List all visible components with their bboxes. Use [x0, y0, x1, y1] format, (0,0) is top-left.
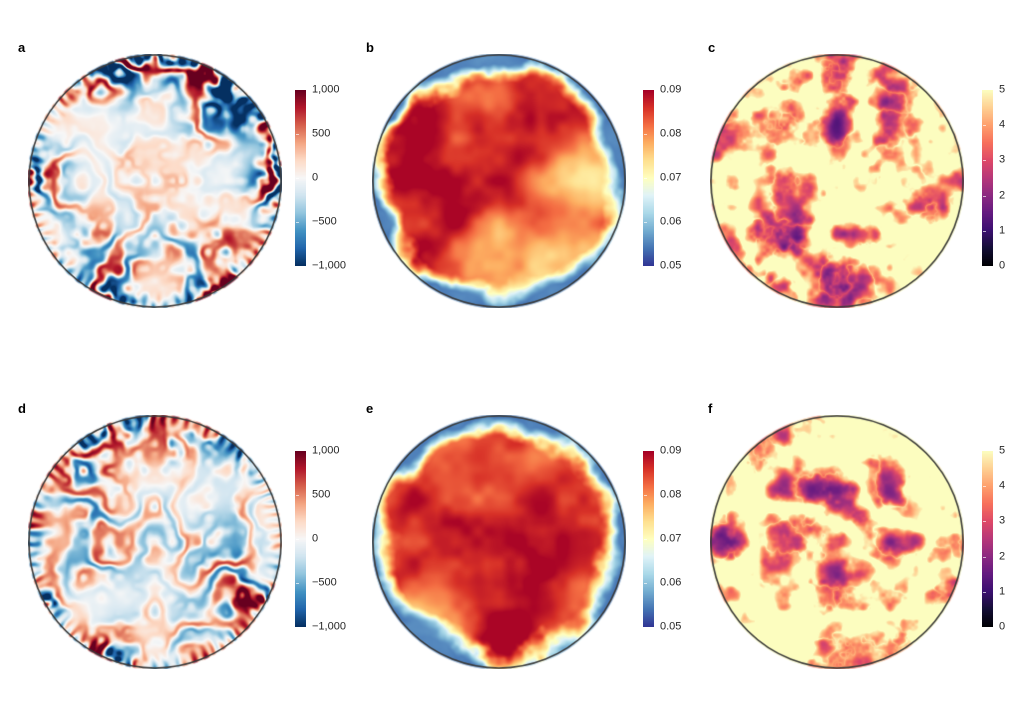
colorbar-ticks: 5 4 3 2 1 0	[982, 445, 1024, 632]
colorbar: 5 4 3 2 1 0	[982, 445, 1024, 632]
colorbar-tick-mark	[644, 134, 647, 135]
heatmap-disk	[372, 54, 626, 308]
colorbar-tick-label: 0	[312, 532, 319, 545]
panel-a: a 1,000 500 0 −500 −1,000	[18, 40, 368, 340]
panel-e: e 0.09 0.08 0.07 0.06 0.05	[366, 401, 716, 701]
colorbar-tick-label: 4	[999, 479, 1006, 492]
panel-b: b 0.09 0.08 0.07 0.06 0.05	[366, 40, 716, 340]
colorbar-tick-label: 0.09	[660, 444, 682, 457]
colorbar-tick-mark	[983, 556, 986, 558]
panel-f: f 5 4 3 2 1 0	[708, 401, 1024, 701]
colorbar-tick-mark	[644, 583, 647, 584]
colorbar-ticks: 0.09 0.08 0.07 0.06 0.05	[643, 84, 715, 271]
colorbar-tick-label: 0.06	[660, 576, 682, 589]
colorbar-tick-label: 1	[999, 224, 1006, 237]
colorbar-ticks: 5 4 3 2 1 0	[982, 84, 1024, 271]
colorbar-tick-mark	[296, 495, 299, 496]
panel-letter: e	[366, 401, 374, 416]
colorbar-gradient	[982, 90, 993, 266]
colorbar-tick-mark	[296, 583, 299, 584]
colorbar: 5 4 3 2 1 0	[982, 84, 1024, 271]
colorbar-tick-mark	[296, 539, 299, 540]
colorbar-tick-label: 4	[999, 118, 1006, 131]
heatmap-disk	[372, 415, 626, 669]
colorbar-tick-label: 0.08	[660, 488, 682, 501]
colorbar: 0.09 0.08 0.07 0.06 0.05	[643, 445, 715, 632]
colorbar-tick-label: 0.06	[660, 215, 682, 228]
colorbar-tick-mark	[296, 222, 299, 223]
colorbar-tick-label: 3	[999, 153, 1006, 166]
colorbar-tick-label: 0	[999, 259, 1006, 272]
colorbar-tick-mark	[296, 134, 299, 135]
colorbar-tick-label: 500	[312, 488, 331, 501]
heatmap-disk	[710, 54, 964, 308]
colorbar-gradient	[982, 451, 993, 627]
colorbar-tick-mark	[296, 178, 299, 179]
colorbar-tick-label: 0.05	[660, 620, 682, 633]
colorbar-ticks: 0.09 0.08 0.07 0.06 0.05	[643, 445, 715, 632]
colorbar-tick-label: 500	[312, 127, 331, 140]
colorbar-tick-mark	[644, 539, 647, 540]
colorbar-ticks: 1,000 500 0 −500 −1,000	[295, 445, 367, 632]
colorbar-tick-label: −1,000	[312, 620, 346, 633]
colorbar-tick-mark	[644, 495, 647, 496]
colorbar-tick-label: 0.08	[660, 127, 682, 140]
heatmap-disk	[28, 54, 282, 308]
colorbar-gradient	[643, 451, 654, 627]
panel-c: c 5 4 3 2 1 0	[708, 40, 1024, 340]
colorbar-tick-label: 5	[999, 83, 1006, 96]
colorbar-tick-mark	[983, 125, 986, 127]
colorbar-tick-label: 1	[999, 585, 1006, 598]
panel-letter: a	[18, 40, 26, 55]
panel-d: d 1,000 500 0 −500 −1,000	[18, 401, 368, 701]
colorbar-tick-label: 0	[312, 171, 319, 184]
colorbar-tick-label: 1,000	[312, 83, 340, 96]
colorbar-tick-label: 1,000	[312, 444, 340, 457]
panel-letter: f	[708, 401, 713, 416]
colorbar-tick-label: 0.09	[660, 83, 682, 96]
colorbar-tick-label: 0.07	[660, 532, 682, 545]
colorbar-tick-label: −500	[312, 576, 337, 589]
colorbar-tick-mark	[644, 178, 647, 179]
panel-letter: d	[18, 401, 27, 416]
colorbar-tick-label: 2	[999, 550, 1006, 563]
colorbar-tick-mark	[983, 195, 986, 197]
colorbar-gradient	[295, 90, 306, 266]
colorbar-tick-label: 3	[999, 514, 1006, 527]
colorbar: 0.09 0.08 0.07 0.06 0.05	[643, 84, 715, 271]
colorbar-gradient	[643, 90, 654, 266]
colorbar: 1,000 500 0 −500 −1,000	[295, 445, 367, 632]
colorbar: 1,000 500 0 −500 −1,000	[295, 84, 367, 271]
colorbar-tick-label: 0.07	[660, 171, 682, 184]
colorbar-gradient	[295, 451, 306, 627]
colorbar-tick-mark	[983, 160, 986, 162]
colorbar-ticks: 1,000 500 0 −500 −1,000	[295, 84, 367, 271]
colorbar-tick-mark	[983, 521, 986, 523]
colorbar-tick-label: −500	[312, 215, 337, 228]
colorbar-tick-label: 5	[999, 444, 1006, 457]
heatmap-disk	[710, 415, 964, 669]
colorbar-tick-label: 0.05	[660, 259, 682, 272]
colorbar-tick-mark	[983, 486, 986, 488]
colorbar-tick-mark	[644, 222, 647, 223]
colorbar-tick-label: 2	[999, 189, 1006, 202]
panel-letter: c	[708, 40, 716, 55]
colorbar-tick-mark	[983, 230, 986, 232]
colorbar-tick-label: −1,000	[312, 259, 346, 272]
heatmap-disk	[28, 415, 282, 669]
colorbar-tick-mark	[983, 591, 986, 593]
panel-letter: b	[366, 40, 375, 55]
colorbar-tick-label: 0	[999, 620, 1006, 633]
